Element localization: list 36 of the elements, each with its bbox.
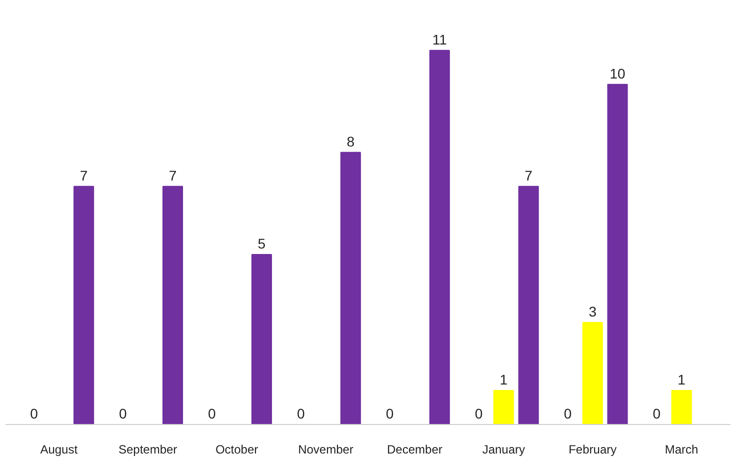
data-label: 3 — [588, 303, 597, 320]
data-label: 0 — [30, 406, 38, 422]
x-tick-label: August — [40, 442, 78, 456]
bar — [582, 322, 603, 424]
x-tick-label: November — [298, 442, 354, 456]
x-tick-label: September — [118, 442, 178, 456]
data-label: 5 — [258, 235, 266, 252]
bar — [518, 186, 539, 424]
bar — [73, 186, 94, 424]
x-tick-label: February — [568, 442, 617, 456]
data-label: 0 — [296, 406, 305, 422]
x-tick-label: January — [482, 442, 526, 456]
data-label: 7 — [80, 167, 88, 184]
bar — [162, 186, 184, 424]
bar — [340, 152, 361, 424]
data-label: 0 — [119, 406, 128, 422]
data-label: 8 — [346, 133, 355, 150]
bar — [607, 84, 628, 424]
x-tick-label: December — [387, 442, 442, 456]
data-label: 0 — [652, 406, 661, 422]
data-label: 0 — [208, 406, 216, 422]
bar — [671, 390, 692, 424]
data-label: 1 — [678, 371, 686, 388]
data-label: 11 — [432, 31, 448, 48]
data-label: 0 — [386, 406, 394, 422]
x-tick-label: October — [215, 442, 258, 456]
data-label: 0 — [564, 406, 572, 422]
bar — [429, 50, 450, 424]
bar — [493, 390, 514, 424]
data-label: 0 — [474, 406, 483, 422]
x-tick-label: March — [664, 442, 698, 456]
data-label: 1 — [500, 371, 508, 388]
data-label: 7 — [168, 167, 177, 184]
bar — [251, 254, 272, 424]
data-label: 7 — [524, 167, 533, 184]
data-label: 10 — [610, 65, 626, 82]
